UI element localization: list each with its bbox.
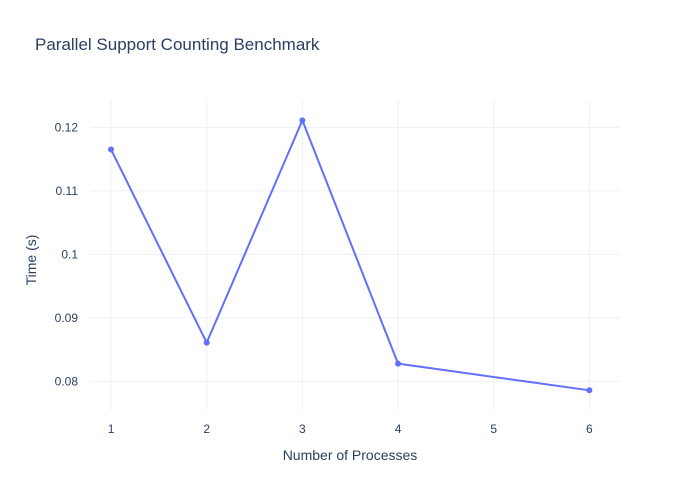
x-axis-ticks: 1 2 3 4 5 6 [108, 422, 593, 436]
chart-title: Parallel Support Counting Benchmark [35, 35, 320, 54]
x-tick-label: 6 [586, 422, 593, 436]
data-point[interactable] [203, 339, 210, 346]
y-tick-label: 0.12 [55, 120, 79, 134]
x-tick-label: 5 [490, 422, 497, 436]
data-point[interactable] [108, 146, 115, 153]
data-point[interactable] [299, 117, 306, 124]
data-series [108, 117, 593, 394]
data-point[interactable] [395, 360, 402, 367]
y-axis-ticks: 0.08 0.09 0.1 0.11 0.12 [55, 120, 79, 388]
y-tick-label: 0.11 [56, 184, 79, 198]
x-tick-label: 1 [108, 422, 115, 436]
x-axis-title: Number of Processes [283, 447, 418, 463]
x-tick-label: 3 [299, 422, 306, 436]
y-tick-label: 0.09 [55, 311, 79, 325]
y-axis-title: Time (s) [23, 235, 39, 286]
x-tick-label: 4 [395, 422, 402, 436]
series-line [110, 119, 590, 392]
data-point[interactable] [586, 387, 593, 394]
y-tick-label: 0.1 [61, 247, 78, 261]
x-tick-label: 2 [203, 422, 210, 436]
y-tick-label: 0.08 [55, 374, 79, 388]
